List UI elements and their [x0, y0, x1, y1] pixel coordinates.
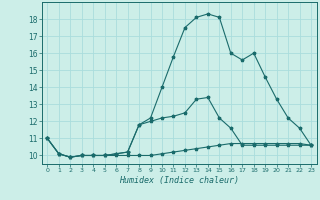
- X-axis label: Humidex (Indice chaleur): Humidex (Indice chaleur): [119, 176, 239, 185]
